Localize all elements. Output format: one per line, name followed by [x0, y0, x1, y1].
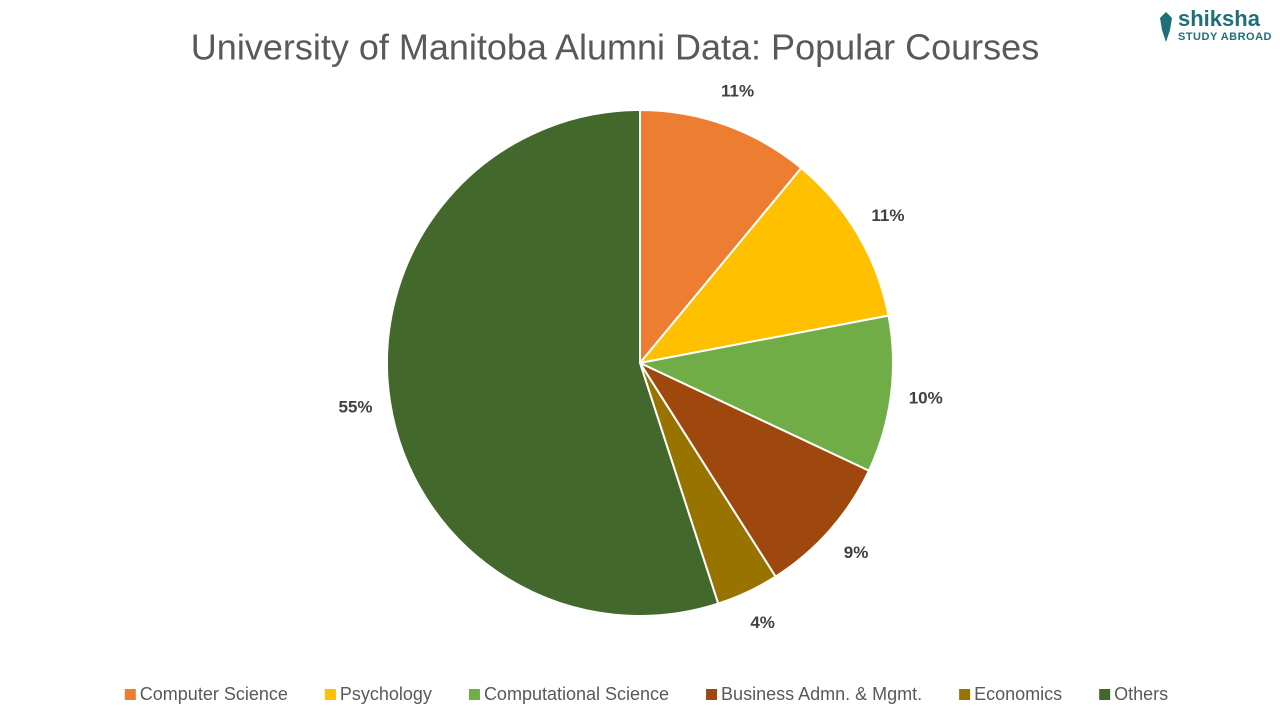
- pie-slice: [385, 108, 720, 617]
- logo-icon: [1160, 12, 1172, 42]
- legend-label: Business Admn. & Mgmt.: [721, 684, 922, 704]
- legend-item: Business Admn. & Mgmt.: [706, 684, 922, 704]
- data-label: 11%: [721, 82, 754, 101]
- legend-swatch: [959, 689, 971, 700]
- data-label: 4%: [750, 613, 775, 632]
- legend-label: Others: [1114, 684, 1168, 704]
- logo-tagline: STUDY ABROAD: [1178, 31, 1272, 43]
- pie-slice: [639, 108, 803, 366]
- legend-item: Computational Science: [468, 684, 669, 704]
- logo: shiksha STUDY ABROAD: [1160, 6, 1272, 43]
- legend-swatch: [468, 689, 480, 700]
- legend-swatch: [124, 689, 136, 700]
- data-label: 55%: [339, 398, 373, 417]
- logo-name: shiksha: [1178, 6, 1261, 31]
- legend-swatch: [324, 689, 336, 700]
- chart-title: University of Manitoba Alumni Data: Popu…: [191, 27, 1039, 68]
- legend-item: Others: [1099, 684, 1168, 704]
- legend-label: Economics: [974, 684, 1062, 704]
- legend-label: Psychology: [340, 684, 432, 704]
- data-label: 10%: [909, 389, 943, 408]
- pie-slice: [636, 314, 894, 473]
- legend-label: Computational Science: [484, 684, 669, 704]
- legend-swatch: [706, 689, 718, 700]
- legend-item: Economics: [959, 684, 1062, 704]
- pie: 11% 11% 10% 9% 4% 55%: [339, 82, 943, 633]
- legend-label: Computer Science: [140, 684, 288, 704]
- pie-slice: [637, 166, 890, 365]
- legend-swatch: [1099, 689, 1111, 700]
- legend-item: Psychology: [324, 684, 432, 704]
- legend-item: Computer Science: [124, 684, 288, 704]
- legend: Computer Science Psychology Computational …: [124, 684, 1168, 704]
- data-label: 9%: [844, 543, 869, 562]
- pie-slice: [637, 360, 871, 578]
- data-label: 11%: [871, 206, 904, 225]
